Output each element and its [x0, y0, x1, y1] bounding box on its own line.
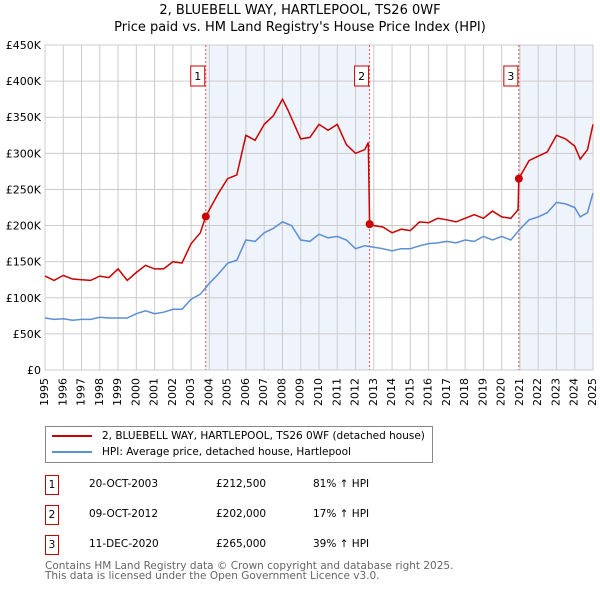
y-tick-label: £200K: [6, 220, 42, 233]
x-tick-label: 2010: [312, 378, 325, 406]
x-tick-label: 2017: [440, 378, 453, 406]
y-tick-label: £450K: [6, 39, 42, 52]
x-tick-label: 2020: [495, 378, 508, 406]
annotation-box: [354, 65, 370, 87]
transaction-number: 2: [45, 505, 59, 525]
hpi-line: [44, 192, 594, 321]
x-tick-label: 1996: [56, 378, 69, 406]
x-tick-label: 2009: [294, 378, 307, 406]
x-tick-label: 2001: [148, 378, 161, 406]
transaction-date: 11-DEC-2020: [89, 538, 159, 550]
annotation-box: [503, 65, 519, 87]
y-tick-label: £100K: [6, 292, 42, 305]
legend-item-hpi: HPI: Average price, detached house, Hart…: [52, 446, 351, 458]
x-tick-label: 2003: [184, 378, 197, 406]
x-tick-label: 2013: [367, 378, 380, 406]
footer-licence: This data is licensed under the Open Gov…: [45, 570, 380, 582]
transaction-price: £265,000: [216, 538, 267, 550]
x-tick-label: 2006: [239, 378, 252, 406]
x-tick-label: 2014: [385, 378, 398, 406]
x-tick-label: 1998: [93, 378, 106, 406]
y-tick-label: £250K: [6, 183, 42, 196]
x-tick-label: 2007: [257, 378, 270, 406]
sale-point: [365, 220, 374, 229]
legend-label: HPI: Average price, detached house, Hart…: [102, 446, 351, 458]
sale-point: [514, 174, 523, 183]
annotation-box: [190, 65, 206, 87]
x-tick-label: 2021: [513, 378, 526, 406]
shaded-region: [518, 45, 593, 370]
shaded-region: [205, 45, 370, 370]
y-tick-label: £0: [27, 364, 41, 377]
legend-swatch: [52, 451, 92, 453]
transaction-number: 1: [45, 475, 59, 495]
annotation-label: 3: [507, 70, 514, 83]
sale-point: [201, 212, 210, 221]
transaction-price: £202,000: [216, 508, 267, 520]
y-tick-label: £300K: [6, 147, 42, 160]
price-chart: 1995 1996 1997 1998 1999 2000 2001 2002 2003 2004…: [6, 39, 599, 406]
x-tick-label: 1997: [75, 378, 88, 406]
x-tick-label: 2000: [129, 378, 142, 406]
legend-label: 2, BLUEBELL WAY, HARTLEPOOL, TS26 0WF (d…: [102, 430, 425, 442]
legend-swatch: [52, 435, 92, 437]
footer: Contains HM Land Registry data © Crown c…: [45, 560, 454, 582]
y-tick-label: £350K: [6, 111, 42, 124]
x-tick-label: 2018: [458, 378, 471, 406]
x-tick-label: 2024: [568, 378, 581, 406]
y-tick-label: £150K: [6, 256, 42, 269]
x-tick-label: 2023: [549, 378, 562, 406]
x-tick-label: 2019: [476, 378, 489, 406]
transaction-hpi: 81% ↑ HPI: [313, 478, 370, 490]
annotation-label: 2: [358, 70, 365, 83]
y-tick-label: £400K: [6, 75, 42, 88]
footer-copyright: Contains HM Land Registry data © Crown c…: [45, 560, 454, 572]
x-tick-label: 2008: [275, 378, 288, 406]
x-tick-label: 2004: [202, 378, 215, 406]
transaction-date: 20-OCT-2003: [89, 478, 158, 490]
price-paid-line: [44, 97, 594, 282]
x-tick-label: 2025: [586, 378, 599, 406]
x-tick-label: 2002: [166, 378, 179, 406]
x-tick-label: 2005: [221, 378, 234, 406]
x-tick-label: 1995: [38, 378, 51, 406]
x-tick-label: 2011: [330, 378, 343, 406]
y-tick-label: £50K: [13, 328, 42, 341]
annotation-label: 1: [194, 70, 201, 83]
x-tick-label: 1999: [111, 378, 124, 406]
x-tick-label: 2012: [349, 378, 362, 406]
transaction-hpi: 39% ↑ HPI: [313, 538, 370, 550]
plot-frame: [44, 44, 594, 371]
chart-subtitle: Price paid vs. HM Land Registry's House …: [114, 20, 486, 35]
transaction-number: 3: [45, 535, 59, 555]
x-tick-label: 2015: [403, 378, 416, 406]
transaction-hpi: 17% ↑ HPI: [313, 508, 370, 520]
transaction-price: £212,500: [216, 478, 267, 490]
x-tick-label: 2022: [531, 378, 544, 406]
legend: 2, BLUEBELL WAY, HARTLEPOOL, TS26 0WF (d…: [45, 426, 433, 463]
legend-item-property: 2, BLUEBELL WAY, HARTLEPOOL, TS26 0WF (d…: [52, 430, 425, 442]
x-tick-label: 2016: [422, 378, 435, 406]
transaction-date: 09-OCT-2012: [89, 508, 158, 520]
chart-title: 2, BLUEBELL WAY, HARTLEPOOL, TS26 0WF: [159, 3, 441, 18]
